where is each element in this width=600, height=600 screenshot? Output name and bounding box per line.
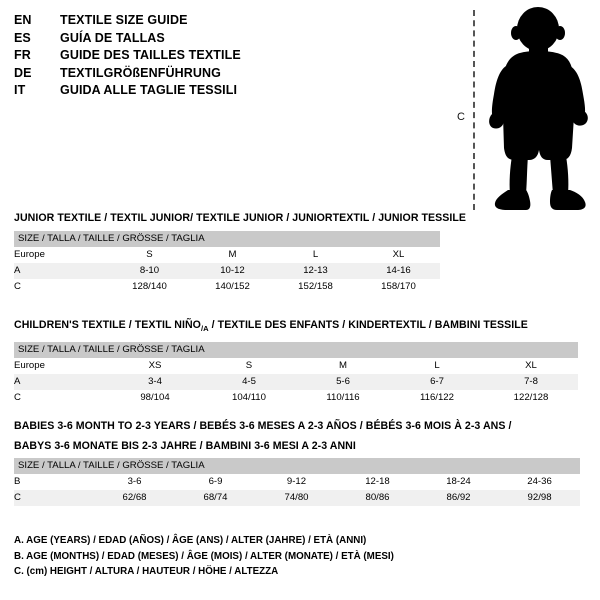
table-cell: 98/104: [140, 391, 170, 403]
table-cell: XS: [148, 359, 162, 371]
babies-textile-section: BABIES 3-6 MONTH TO 2-3 YEARS / BEBÉS 3-…: [14, 419, 581, 506]
row-key: A: [14, 262, 108, 279]
table-cell: 80/86: [337, 490, 418, 506]
table-header-bar: SIZE / TALLA / TAILLE / GRÖSSE / TAGLIA: [14, 341, 579, 358]
language-row: FR GUIDE DES TAILLES TEXTILE: [14, 48, 434, 66]
row-key: Europe: [14, 359, 45, 371]
table-cell: 128/140: [132, 280, 167, 292]
children-heading-post: / TEXTILE DES ENFANTS / KINDERTEXTIL / B…: [208, 319, 528, 331]
table-cell: 74/80: [256, 490, 337, 506]
children-heading-pre: CHILDREN'S TEXTILE / TEXTIL NIÑO: [14, 319, 201, 331]
table-cell: 3-6: [127, 476, 142, 487]
table-row: C 128/140 140/152 152/158 158/170: [14, 279, 440, 295]
table-cell: 12-18: [365, 476, 390, 487]
language-code: FR: [14, 48, 31, 62]
row-key: C: [14, 280, 21, 292]
table-cell: L: [434, 359, 440, 371]
table-cell: 152/158: [298, 280, 333, 292]
babies-section-heading-line1: BABIES 3-6 MONTH TO 2-3 YEARS / BEBÉS 3-…: [14, 420, 512, 432]
table-cell: L: [312, 248, 319, 260]
table-cell: 4-5: [202, 373, 296, 390]
language-title: GUIDE DES TAILLES TEXTILE: [60, 48, 241, 62]
table-header-bar: SIZE / TALLA / TAILLE / GRÖSSE / TAGLIA: [14, 230, 440, 247]
table-cell: 86/92: [418, 490, 499, 506]
table-row: Europe XS S M L XL: [14, 358, 578, 374]
legend-block: A. AGE (YEARS) / EDAD (AÑOS) / ÂGE (ANS)…: [14, 533, 494, 580]
row-key: C: [14, 490, 94, 506]
table-row: Europe S M L XL: [14, 247, 440, 263]
table-row: C 98/104 104/110 110/116 116/122 122/128: [14, 390, 578, 406]
table-cell: 68/74: [175, 490, 256, 506]
table-cell: 104/110: [232, 391, 266, 403]
table-cell: 14-16: [357, 262, 440, 279]
table-cell: 122/128: [513, 391, 549, 403]
toddler-silhouette-icon: [489, 7, 588, 210]
table-cell: 12-13: [274, 262, 357, 279]
table-row: A 8-10 10-12 12-13 14-16: [14, 262, 440, 279]
children-textile-section: CHILDREN'S TEXTILE / TEXTIL NIÑO/A / TEX…: [14, 318, 579, 406]
table-header-bar: SIZE / TALLA / TAILLE / GRÖSSE / TAGLIA: [14, 458, 581, 474]
table-cell: 140/152: [215, 280, 250, 292]
table-cell: 62/68: [94, 490, 175, 506]
row-key: B: [14, 476, 21, 487]
junior-section-heading: JUNIOR TEXTILE / TEXTIL JUNIOR/ TEXTILE …: [14, 212, 467, 224]
table-cell: XL: [392, 248, 405, 260]
language-row: IT GUIDA ALLE TAGLIE TESSILI: [14, 83, 434, 101]
junior-size-table: SIZE / TALLA / TAILLE / GRÖSSE / TAGLIA …: [14, 230, 440, 295]
table-cell: 18-24: [446, 476, 471, 487]
table-cell: 6-7: [390, 373, 484, 390]
language-title: GUIDA ALLE TAGLIE TESSILI: [60, 83, 238, 97]
table-row: A 3-4 4-5 5-6 6-7 7-8: [14, 373, 579, 390]
language-row: EN TEXTILE SIZE GUIDE: [14, 13, 434, 31]
table-cell: 24-36: [527, 476, 552, 487]
table-cell: 8-10: [108, 262, 191, 279]
row-key: A: [14, 373, 108, 390]
language-row: ES GUÍA DE TALLAS: [14, 31, 434, 49]
children-size-table: SIZE / TALLA / TAILLE / GRÖSSE / TAGLIA …: [14, 341, 579, 406]
table-cell: 110/116: [326, 391, 360, 403]
table-row: C 62/68 68/74 74/80 80/86 86/92 92/98: [14, 490, 581, 506]
size-bar-label: SIZE / TALLA / TAILLE / GRÖSSE / TAGLIA: [14, 458, 581, 474]
table-cell: S: [146, 248, 153, 260]
table-row: B 3-6 6-9 9-12 12-18 18-24 24-36: [14, 474, 580, 490]
size-bar-label: SIZE / TALLA / TAILLE / GRÖSSE / TAGLIA: [14, 341, 579, 358]
table-cell: XL: [525, 359, 537, 371]
table-cell: 7-8: [484, 373, 579, 390]
legend-line-b: B. AGE (MONTHS) / EDAD (MESES) / ÂGE (MO…: [14, 550, 394, 562]
babies-section-heading-line2: BABYS 3-6 MONATE BIS 2-3 JAHRE / BAMBINI…: [14, 439, 356, 452]
row-key: Europe: [14, 248, 45, 260]
height-dashed-line: [473, 10, 475, 210]
language-row: DE TEXTILGRÖßENFÜHRUNG: [14, 66, 434, 84]
table-cell: 116/122: [420, 391, 454, 403]
language-code: DE: [14, 65, 32, 80]
height-measure-label: C: [457, 111, 465, 123]
size-bar-label: SIZE / TALLA / TAILLE / GRÖSSE / TAGLIA: [14, 230, 440, 247]
table-cell: M: [228, 248, 237, 260]
table-cell: 92/98: [499, 490, 581, 506]
children-heading-subscript: /A: [200, 324, 209, 334]
table-cell: S: [245, 359, 253, 371]
table-cell: 6-9: [208, 476, 223, 487]
table-cell: 3-4: [108, 373, 202, 390]
junior-textile-section: JUNIOR TEXTILE / TEXTIL JUNIOR/ TEXTILE …: [14, 211, 467, 295]
language-code: ES: [14, 30, 31, 45]
table-cell: M: [339, 359, 347, 371]
language-title-list: EN TEXTILE SIZE GUIDE ES GUÍA DE TALLAS …: [14, 13, 434, 101]
language-code: EN: [14, 13, 32, 27]
table-cell: 10-12: [191, 262, 274, 279]
table-cell: 5-6: [296, 373, 390, 390]
legend-line-a: A. AGE (YEARS) / EDAD (AÑOS) / ÂGE (ANS)…: [14, 535, 367, 546]
babies-size-table: SIZE / TALLA / TAILLE / GRÖSSE / TAGLIA …: [14, 458, 581, 506]
language-title: TEXTILE SIZE GUIDE: [60, 13, 188, 27]
table-cell: 158/170: [381, 280, 416, 292]
height-measure-figure: C: [440, 6, 595, 211]
language-code: IT: [14, 83, 26, 97]
row-key: C: [14, 391, 21, 403]
language-title: TEXTILGRÖßENFÜHRUNG: [60, 65, 221, 80]
legend-line-c: C. (cm) HEIGHT / ALTURA / HAUTEUR / HÖHE…: [14, 566, 279, 577]
children-section-heading: CHILDREN'S TEXTILE / TEXTIL NIÑO/A / TEX…: [14, 318, 578, 337]
table-cell: 9-12: [286, 476, 307, 487]
language-title: GUÍA DE TALLAS: [60, 30, 165, 45]
